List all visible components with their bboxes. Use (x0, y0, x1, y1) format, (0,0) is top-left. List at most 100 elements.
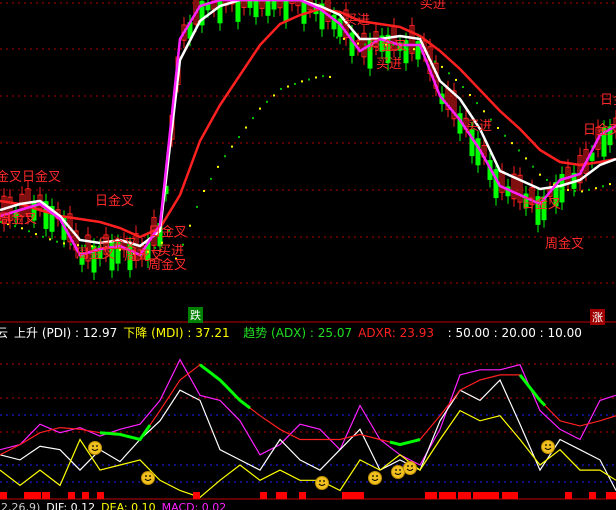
candle-body (85, 234, 91, 262)
smiley-eye (149, 475, 151, 477)
sar-dot (469, 93, 471, 96)
candle-body (247, 0, 253, 8)
smiley-mouth (406, 468, 414, 471)
signal-label: 日金叉 (95, 194, 135, 209)
smiley-eye (372, 475, 374, 477)
sar-dot (574, 189, 576, 192)
sar-dot (154, 246, 156, 249)
sar-dot (532, 165, 534, 168)
sar-dot (0, 221, 2, 223)
candle-body (271, 0, 277, 10)
smiley-icon (88, 441, 102, 455)
signal-label: 金叉 (0, 170, 23, 185)
smiley-eye (323, 480, 325, 482)
sar-dot (609, 183, 611, 186)
sar-dot (406, 45, 408, 48)
candle-body (301, 0, 307, 24)
sar-dot (91, 245, 93, 248)
candle-body (529, 187, 535, 206)
smiley-eye (319, 480, 321, 482)
smiley-mouth (544, 447, 552, 450)
candle-body (307, 0, 313, 11)
sar-dot (511, 142, 513, 145)
up-marker: 涨 (590, 309, 605, 325)
sar-dot (196, 205, 198, 208)
sar-dot (518, 149, 520, 152)
signal-label: 日金叉 (22, 170, 62, 185)
signal-label: 日金叉 (600, 93, 616, 108)
smiley-eye (96, 445, 98, 447)
down-marker: 跌 (188, 307, 203, 323)
sar-dot (119, 248, 121, 251)
sar-dot (364, 43, 366, 46)
smiley-eye (411, 465, 413, 467)
sar-dot (259, 107, 261, 110)
ma-line (0, 0, 616, 248)
candle-body (403, 40, 409, 64)
indicator-line-adx (0, 358, 616, 466)
sar-dot (147, 250, 149, 253)
level-values: : 50.00 : 20.00 : 10.00 (447, 326, 582, 340)
smiley-mouth (371, 478, 379, 481)
sar-dot (224, 155, 226, 158)
sar-dot (560, 187, 562, 190)
sar-dot (525, 157, 527, 160)
sar-dot (217, 165, 219, 168)
signal-bar (97, 492, 104, 499)
sar-dot (378, 43, 380, 46)
sar-dot (490, 118, 492, 121)
indicator-line-mdi (0, 409, 616, 498)
candle-body (409, 25, 415, 54)
candle-body (253, 0, 259, 18)
smiley-mouth (91, 448, 99, 451)
sar-dot (56, 240, 58, 243)
smiley-icon (141, 471, 155, 485)
sar-dot (497, 127, 499, 130)
signal-bar (502, 492, 518, 499)
signal-bar (24, 492, 41, 499)
candle-body (217, 0, 223, 24)
candle-body (43, 201, 49, 229)
sar-dot (567, 189, 569, 192)
adx-rising-segment (99, 424, 152, 442)
sar-dot (434, 60, 436, 63)
mdi-value: 下降 (MDI) : 37.21 (123, 326, 230, 340)
candle-body (91, 245, 97, 273)
candle-body (115, 241, 121, 264)
sar-dot (357, 42, 359, 45)
candle-body (289, 0, 295, 4)
candle-body (259, 0, 265, 9)
signal-bar (193, 492, 200, 499)
sar-dot (77, 244, 79, 247)
signal-bar (0, 492, 7, 499)
signal-label: 日金叉 (98, 237, 138, 252)
sar-dot (126, 250, 128, 253)
signal-bar (299, 492, 306, 499)
smiley-eye (407, 465, 409, 467)
candle-body (199, 0, 205, 26)
signal-label: 买进 (158, 244, 185, 259)
sar-dot (322, 75, 324, 78)
signal-bar (260, 492, 267, 499)
candle-body (103, 234, 109, 255)
candle-body (67, 213, 73, 243)
candle-body (523, 193, 529, 209)
signal-bar (606, 492, 616, 499)
smiley-eye (549, 444, 551, 446)
sar-dot (63, 242, 65, 245)
adx-rising-segment (199, 363, 251, 410)
sar-dot (189, 224, 191, 227)
signal-label: 周金叉 (148, 258, 188, 273)
smiley-eye (545, 444, 547, 446)
sar-dot (483, 110, 485, 113)
candle-body (235, 0, 241, 22)
sar-dot (392, 43, 394, 46)
sar-dot (308, 78, 310, 81)
smiley-mouth (394, 472, 402, 475)
smiley-eye (376, 475, 378, 477)
candle-body (241, 0, 247, 8)
pdi-value: 上升 (PDI) : 12.97 (14, 326, 118, 340)
dea-value: DEA: 0.10 (101, 501, 156, 510)
candle-body (511, 173, 517, 200)
candle-body (415, 40, 421, 60)
